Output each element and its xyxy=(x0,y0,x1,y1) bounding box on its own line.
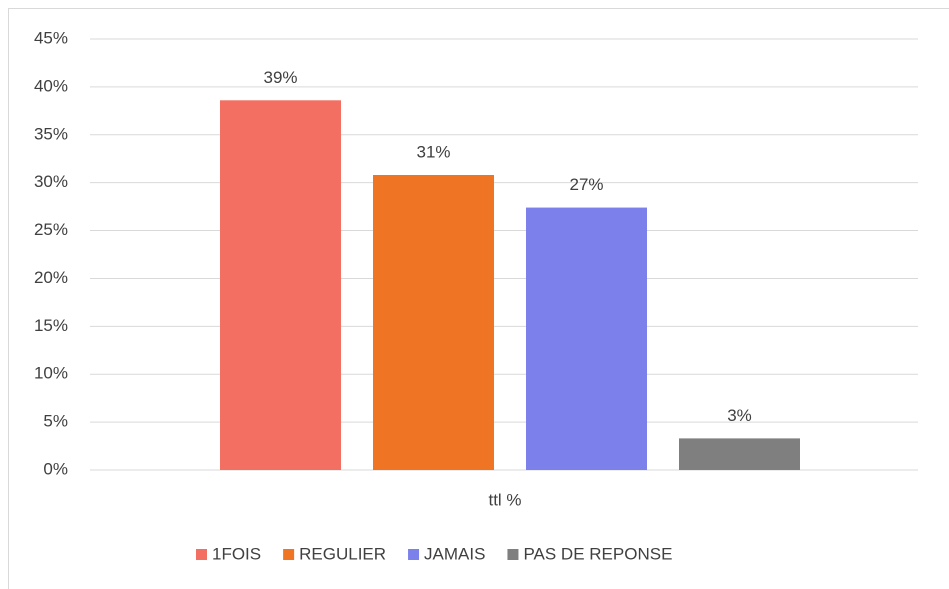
legend-swatch xyxy=(196,549,207,560)
y-tick-label: 40% xyxy=(34,76,68,95)
bar xyxy=(526,207,647,470)
legend-swatch xyxy=(408,549,420,560)
x-tick-label: ttl % xyxy=(488,490,521,509)
y-tick-label: 20% xyxy=(34,268,68,287)
data-label: 27% xyxy=(569,175,603,194)
legend-label: JAMAIS xyxy=(424,544,485,563)
bar xyxy=(373,175,494,470)
legend-swatch xyxy=(283,549,295,560)
y-tick-label: 35% xyxy=(34,124,68,143)
data-label: 39% xyxy=(263,68,297,87)
y-tick-label: 0% xyxy=(43,459,68,478)
data-label: 3% xyxy=(727,406,752,425)
legend-swatch xyxy=(507,549,519,560)
bar xyxy=(679,438,800,470)
legend-label: REGULIER xyxy=(299,544,386,563)
y-tick-label: 15% xyxy=(34,316,68,335)
y-tick-label: 45% xyxy=(34,28,68,47)
bar xyxy=(220,100,341,470)
y-tick-label: 30% xyxy=(34,172,68,191)
legend-label: PAS DE REPONSE xyxy=(523,544,672,563)
y-tick-label: 5% xyxy=(43,412,68,431)
y-tick-label: 25% xyxy=(34,220,68,239)
y-tick-label: 10% xyxy=(34,364,68,383)
legend-label: 1FOIS xyxy=(212,544,261,563)
data-label: 31% xyxy=(416,142,450,161)
